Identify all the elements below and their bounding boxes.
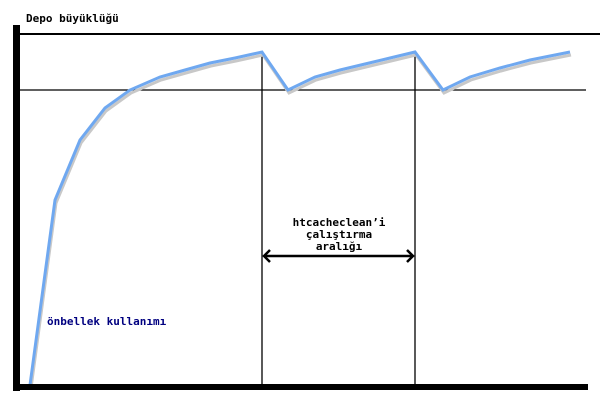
interval-label-line-2: çalıştırma — [306, 228, 372, 241]
x-axis — [13, 384, 588, 390]
arrow-right-icon — [406, 249, 415, 263]
diagram-title: Depo büyüklüğü — [26, 12, 119, 25]
curve-shadow — [29, 53, 572, 389]
cache-usage-curve — [28, 50, 571, 386]
interval-label-line-3: aralığı — [316, 240, 363, 253]
interval-label-line-1: htcacheclean’i — [293, 216, 386, 229]
arrow-left-icon — [262, 249, 271, 263]
usage-label: önbellek kullanımı — [47, 315, 167, 328]
y-axis — [13, 25, 20, 391]
